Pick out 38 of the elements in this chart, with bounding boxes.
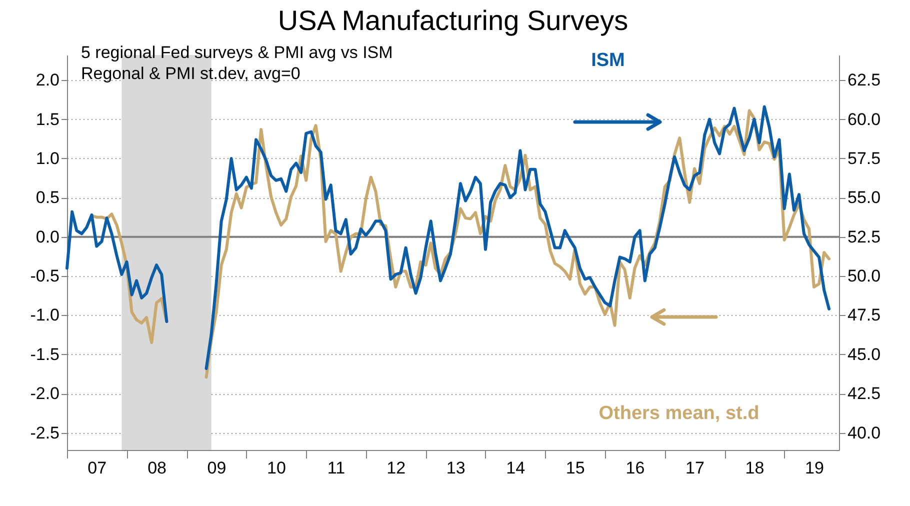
y2-tick-label: 62.5 bbox=[848, 70, 881, 90]
y2-tick-label: 60.0 bbox=[848, 110, 881, 129]
y-tick-label: 0.0 bbox=[36, 227, 60, 246]
x-tick-label: 13 bbox=[446, 458, 466, 478]
y-tick-label: -2.5 bbox=[30, 423, 60, 442]
text: ISM bbox=[591, 50, 625, 71]
x-tick-label: 10 bbox=[267, 458, 286, 478]
x-tick-label: 16 bbox=[626, 458, 645, 478]
text: Others mean, st.d bbox=[598, 403, 760, 424]
y-tick-label: 1.5 bbox=[36, 110, 60, 129]
y-tick-label: -2.0 bbox=[30, 384, 60, 404]
y2-tick-label: 40.0 bbox=[848, 423, 881, 442]
y2-tick-label: 45.0 bbox=[848, 344, 881, 364]
x-tick-label: 19 bbox=[805, 458, 824, 478]
chart-title: USA Manufacturing Surveys bbox=[278, 5, 628, 36]
x-tick-label: 11 bbox=[327, 458, 346, 478]
y-tick-label: -1.0 bbox=[30, 306, 60, 325]
annotation: 5 regional Fed surveys & PMI avg vs ISM bbox=[81, 43, 393, 62]
y2-tick-label: 47.5 bbox=[848, 306, 881, 325]
y-tick-label: 2.0 bbox=[36, 70, 60, 90]
y-tick-label: 0.5 bbox=[36, 188, 60, 208]
x-tick-label: 18 bbox=[745, 458, 764, 478]
y-tick-label: 1.0 bbox=[36, 148, 60, 168]
x-tick-label: 15 bbox=[566, 458, 585, 478]
x-tick-label: 07 bbox=[88, 458, 107, 478]
y2-tick-label: 55.0 bbox=[848, 188, 881, 208]
x-tick-label: 09 bbox=[207, 458, 226, 478]
annotation: Regonal & PMI st.dev, avg=0 bbox=[81, 64, 300, 83]
x-tick-label: 17 bbox=[686, 458, 704, 478]
y2-tick-label: 50.0 bbox=[848, 266, 881, 286]
y-tick-label: -1.5 bbox=[30, 344, 60, 364]
y2-tick-label: 42.5 bbox=[848, 384, 881, 404]
x-tick-label: 12 bbox=[386, 458, 406, 478]
y-tick-label: -0.5 bbox=[30, 266, 60, 286]
y2-tick-label: 52.5 bbox=[848, 227, 881, 246]
y2-tick-label: 57.5 bbox=[848, 148, 881, 168]
x-tick-label: 14 bbox=[506, 458, 526, 478]
x-tick-label: 08 bbox=[148, 458, 166, 478]
